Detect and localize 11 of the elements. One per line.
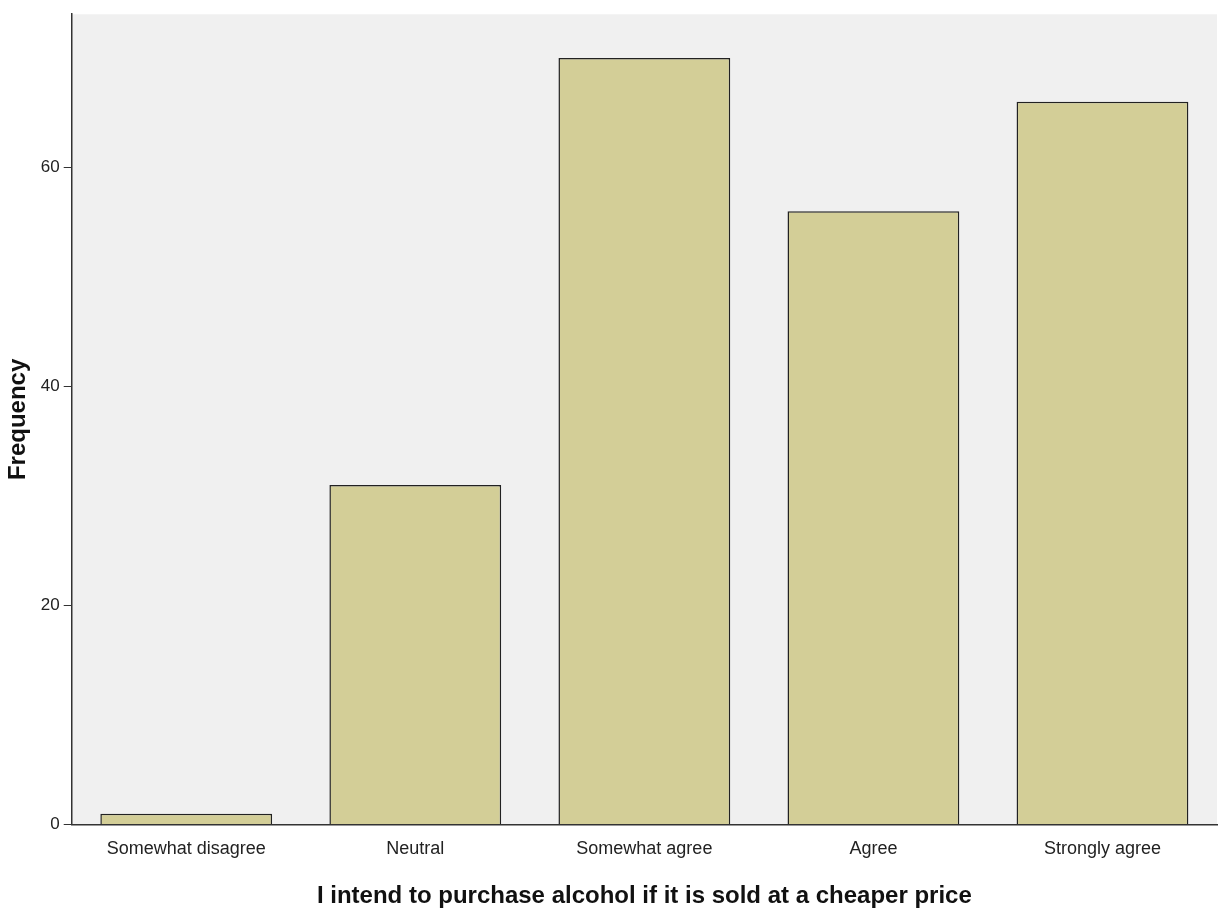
x-tick-label: Somewhat agree <box>576 838 713 859</box>
x-axis-title: I intend to purchase alcohol if it is sold at a cheaper price <box>316 881 972 909</box>
x-tick-label: Strongly agree <box>1043 838 1162 859</box>
x-tick-label: Agree <box>849 838 898 859</box>
y-tick-label: 60 <box>40 157 60 177</box>
y-axis-title: Frequency <box>3 358 31 481</box>
y-tick-label: 20 <box>40 595 60 615</box>
y-tick-label: 0 <box>50 814 60 834</box>
x-tick-label: Somewhat disagree <box>106 838 266 859</box>
x-tick-label: Neutral <box>386 838 445 859</box>
y-tick-label: 40 <box>40 376 60 396</box>
